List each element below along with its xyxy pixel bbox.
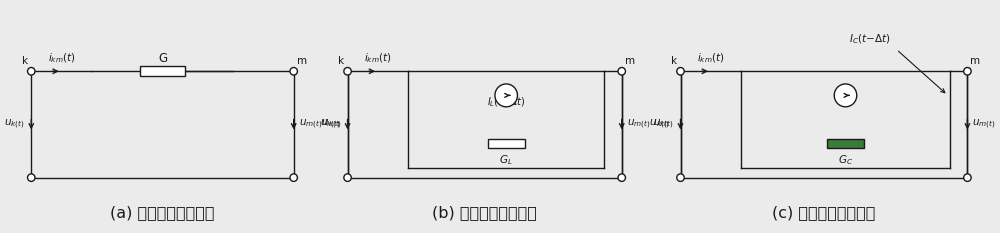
Text: (b) 电感暂态计算模型: (b) 电感暂态计算模型 <box>432 205 537 220</box>
Text: $I_L(t{-}\Delta t)$: $I_L(t{-}\Delta t)$ <box>487 96 525 110</box>
Circle shape <box>677 174 684 182</box>
Bar <box>827 139 864 148</box>
Circle shape <box>964 68 971 75</box>
Text: (a) 电阵暂态计算模型: (a) 电阵暂态计算模型 <box>110 205 215 220</box>
Bar <box>488 139 525 148</box>
Circle shape <box>344 174 351 182</box>
Text: $u_{m(t)}u_{k(t)}$: $u_{m(t)}u_{k(t)}$ <box>627 118 670 131</box>
Text: k: k <box>671 56 678 66</box>
Text: $u_{k(t)}$: $u_{k(t)}$ <box>653 118 674 131</box>
Circle shape <box>28 174 35 182</box>
Circle shape <box>495 84 517 107</box>
Text: $u_{k(t)}$: $u_{k(t)}$ <box>4 118 24 131</box>
Circle shape <box>290 174 297 182</box>
Text: $u_{m(t)}$: $u_{m(t)}$ <box>972 118 996 131</box>
Text: $u_{m(t)}u_{k(t)}$: $u_{m(t)}u_{k(t)}$ <box>299 118 342 131</box>
Text: (c) 电容暂态计算模型: (c) 电容暂态计算模型 <box>772 205 876 220</box>
Text: m: m <box>970 56 980 66</box>
Text: $i_{km}(t)$: $i_{km}(t)$ <box>697 51 725 65</box>
Circle shape <box>677 68 684 75</box>
Circle shape <box>344 68 351 75</box>
Text: k: k <box>22 56 28 66</box>
Text: $I_C(t{-}\Delta t)$: $I_C(t{-}\Delta t)$ <box>849 33 891 46</box>
Text: $i_{km}(t)$: $i_{km}(t)$ <box>48 51 75 65</box>
Text: $G_L$: $G_L$ <box>499 154 513 167</box>
Circle shape <box>618 174 625 182</box>
Circle shape <box>964 174 971 182</box>
Text: $i_{km}(t)$: $i_{km}(t)$ <box>364 51 392 65</box>
Bar <box>140 66 185 76</box>
Circle shape <box>28 68 35 75</box>
Circle shape <box>618 68 625 75</box>
Text: m: m <box>625 56 635 66</box>
Circle shape <box>290 68 297 75</box>
Text: G: G <box>158 52 167 65</box>
Circle shape <box>834 84 857 107</box>
Text: $G_C$: $G_C$ <box>838 154 853 167</box>
Text: k: k <box>338 56 345 66</box>
Text: m: m <box>297 56 307 66</box>
Text: $u_{k(t)}$: $u_{k(t)}$ <box>320 118 341 131</box>
